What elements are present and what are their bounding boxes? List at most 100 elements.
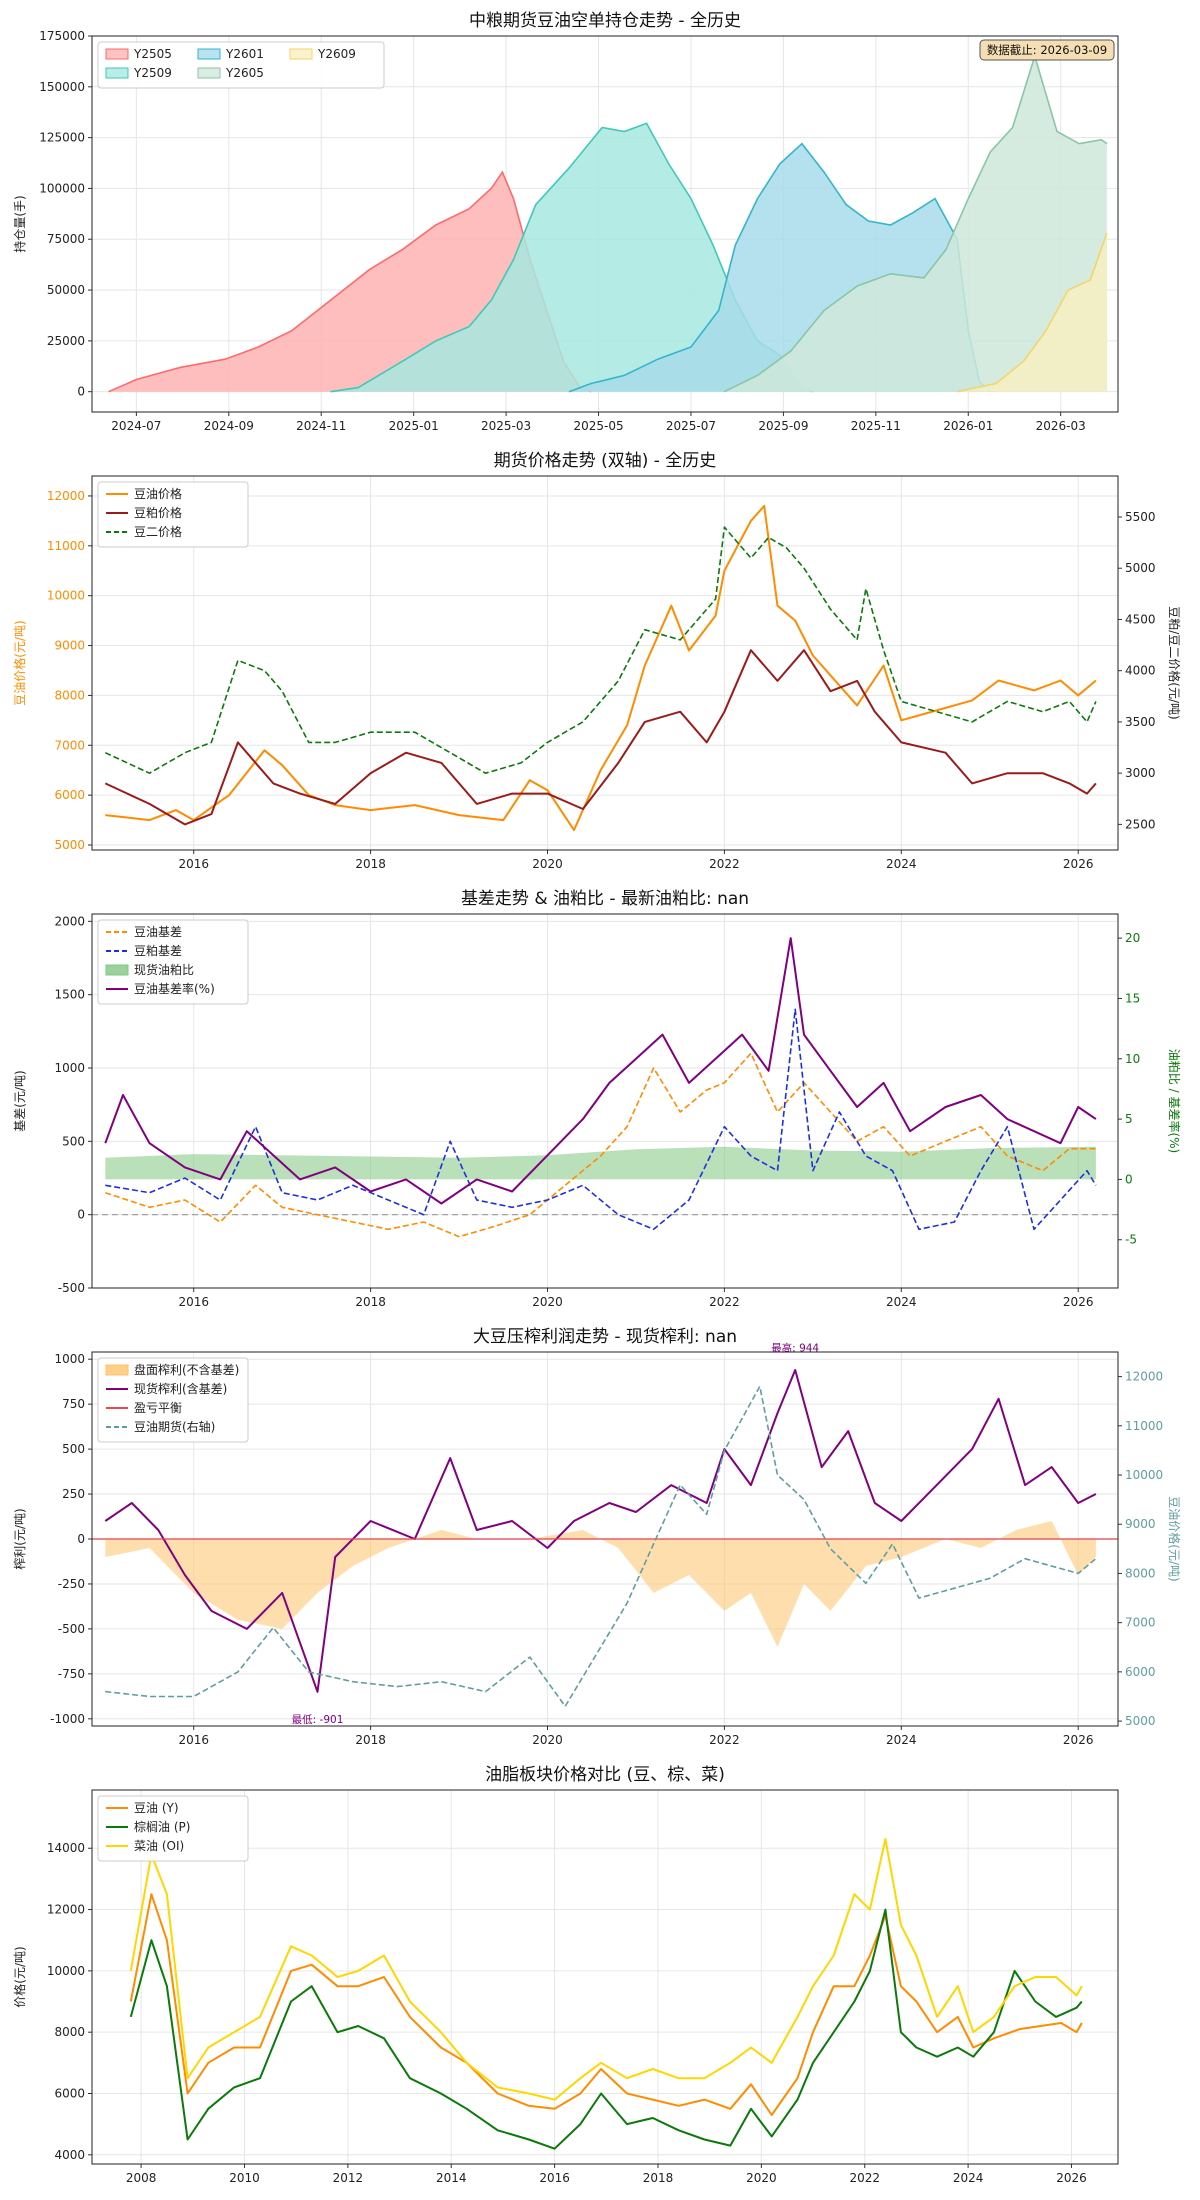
legend-item: 盘面榨利(不含基差) (105, 1362, 239, 1377)
legend-item: 棕榈油 (P) (106, 1819, 190, 1834)
chart-panel-5: 油脂板块价格对比 (豆、棕、菜) 4000 6000 8000 10000 12000 14… (12, 1765, 1119, 2185)
x-tick-label: 2025-05 (573, 419, 623, 433)
legend: 豆油 (Y) 棕榈油 (P) 菜油 (OI) (97, 1795, 249, 1862)
chart-title: 期货价格走势 (双轴) - 全历史 (494, 451, 717, 471)
legend-item: 盈亏平衡 (106, 1401, 182, 1415)
y-axis-label: 价格(元/吨) (12, 1946, 27, 2007)
y-right-tick-label: 3500 (1125, 715, 1156, 729)
legend-item: 豆粕价格 (106, 505, 182, 520)
x-tick-label: 2025-09 (758, 419, 808, 433)
x-tick-label: 2018 (355, 1733, 386, 1747)
x-tick-label: 2016 (178, 1295, 209, 1309)
y-tick-label: 125000 (39, 131, 85, 145)
legend-swatch (197, 67, 221, 79)
legend-box (97, 1357, 249, 1443)
y-tick-label: 9000 (54, 639, 85, 653)
y-right-tick-label: 4000 (1125, 664, 1156, 678)
y-right-tick-label: 7000 (1125, 1616, 1156, 1630)
x-tick-label: 2026 (1063, 1733, 1094, 1747)
y-tick-label: 2000 (54, 914, 85, 928)
y-tick-label: 0 (77, 1532, 85, 1546)
plot-area (129, 1838, 1083, 2150)
max-annotation: 最高: 944 (771, 1341, 819, 1354)
legend-label: 现货榨利(含基差) (134, 1381, 227, 1396)
legend-swatch (105, 1364, 129, 1376)
legend-label: 菜油 (OI) (134, 1839, 184, 1853)
y-right-tick-label: 8000 (1125, 1566, 1156, 1580)
x-tick-label: 2026 (1063, 857, 1094, 871)
y-tick-label: 10000 (47, 1964, 85, 1978)
x-tick-label: 2020 (532, 1295, 563, 1309)
x-tick-label: 2022 (709, 857, 740, 871)
chart-panel-3: 基差走势 & 油粕比 - 最新油粕比: nan -500 0 500 1000 1500 2… (13, 889, 1182, 1309)
legend-item: 豆二价格 (106, 524, 182, 539)
x-tick-label: 2012 (333, 2171, 364, 2185)
legend-label: Y2605 (225, 66, 264, 80)
series-豆粕基差-line (105, 1008, 1097, 1231)
y-right-tick-label: 9000 (1125, 1517, 1156, 1531)
legend-swatch (197, 48, 221, 60)
y-tick-label: -500 (58, 1281, 85, 1295)
y-right-tick-label: 12000 (1125, 1370, 1163, 1384)
plot-frame (91, 1789, 1119, 2165)
x-tick-label: 2024-09 (204, 419, 254, 433)
y-tick-label: 10000 (47, 589, 85, 603)
legend-label: 豆油期货(右轴) (134, 1419, 215, 1434)
x-tick-label: 2024 (886, 857, 917, 871)
legend-label: 豆油价格 (134, 486, 182, 501)
y-right-tick-label: 5000 (1125, 1714, 1156, 1728)
x-tick-label: 2022 (709, 1295, 740, 1309)
legend-label: Y2509 (133, 66, 172, 80)
y-axis-label: 豆油价格(元/吨) (12, 620, 27, 705)
x-tick-label: 2025-03 (481, 419, 531, 433)
chart-panel-4: 大豆压榨利润走势 - 现货榨利: nan -1000 -750 -500 -250 0 25… (12, 1327, 1182, 1747)
legend-label: 豆油 (Y) (134, 1801, 179, 1815)
x-tick-label: 2020 (532, 857, 563, 871)
x-tick-label: 2026 (1056, 2171, 1087, 2185)
plot-frame (91, 913, 1119, 1289)
x-tick-label: 2016 (539, 2171, 570, 2185)
legend-label: Y2505 (133, 47, 172, 61)
series-Y2609-area (957, 233, 1107, 392)
legend-label: 豆粕基差 (134, 943, 182, 958)
legend-box (97, 481, 249, 548)
data-cutoff-badge (979, 39, 1115, 61)
y-tick-label: 500 (62, 1134, 85, 1148)
legend-swatch (105, 48, 129, 60)
chart-title: 中粮期货豆油空单持仓走势 - 全历史 (469, 11, 741, 31)
x-tick-label: 2026-01 (943, 419, 993, 433)
x-tick-label: 2025-01 (389, 419, 439, 433)
y-tick-label: 7000 (54, 738, 85, 752)
y-tick-label: 4000 (54, 2148, 85, 2162)
y-right-axis-label: 豆粕/豆二价格(元/吨) (1167, 606, 1182, 719)
y-tick-label: 75000 (47, 232, 85, 246)
y-tick-label: 1000 (54, 1061, 85, 1075)
y-tick-label: 8000 (54, 688, 85, 702)
y-right-tick-label: 11000 (1125, 1419, 1163, 1433)
chart-title: 油脂板块价格对比 (豆、棕、菜) (485, 1765, 725, 1785)
y-right-tick-label: 10000 (1125, 1468, 1163, 1482)
series-现货榨利(含基差)-line (104, 1369, 1097, 1693)
y-right-tick-label: 5 (1125, 1112, 1133, 1126)
legend-label: Y2609 (317, 47, 356, 61)
legend-item: Y2601 (197, 47, 264, 61)
series-盘面榨利(不含基差)-area (105, 1521, 1096, 1647)
grid (92, 476, 1118, 850)
legend-item: 菜油 (OI) (106, 1839, 184, 1853)
y-tick-label: 0 (77, 1208, 85, 1222)
chart-panel-2: 期货价格走势 (双轴) - 全历史 5000 6000 7000 8000 9000 100… (12, 451, 1182, 871)
series-豆油基差-line (105, 1052, 1096, 1238)
legend-box (97, 919, 249, 1005)
legend-item: Y2609 (289, 47, 356, 61)
y-tick-label: 6000 (54, 788, 85, 802)
x-tick-label: 2025-11 (851, 419, 901, 433)
legend-label: 豆油基差率(%) (134, 981, 215, 996)
x-tick-label: 2022 (849, 2171, 880, 2185)
chart-title: 基差走势 & 油粕比 - 最新油粕比: nan (461, 889, 749, 909)
series-菜油 (OI)-line (129, 1838, 1083, 2101)
x-tick-label: 2024-07 (111, 419, 161, 433)
y-tick-label: 12000 (47, 1903, 85, 1917)
